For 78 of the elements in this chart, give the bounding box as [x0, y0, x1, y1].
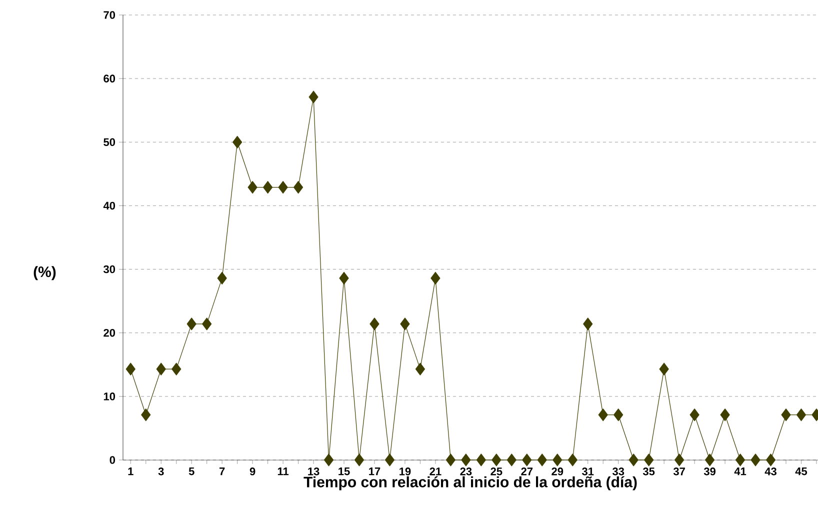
point — [552, 454, 562, 466]
x-tick-label: 15 — [338, 468, 350, 476]
point — [141, 408, 151, 422]
x-tick-label: 43 — [764, 468, 776, 476]
y-tick-label: 60 — [104, 74, 116, 82]
point — [232, 136, 242, 148]
x-tick-label: 7 — [219, 468, 225, 476]
y-axis-title: (%) — [34, 266, 56, 280]
y-tick-label: 20 — [104, 328, 116, 337]
point — [430, 272, 440, 284]
x-tick-label: 31 — [582, 468, 594, 476]
point — [339, 272, 349, 284]
y-tick-label: 10 — [104, 392, 116, 400]
x-tick-label: 23 — [460, 468, 472, 476]
point — [750, 454, 760, 466]
x-tick-label: 41 — [734, 468, 746, 476]
x-tick-label: 27 — [521, 468, 533, 476]
x-tick-label: 17 — [369, 468, 380, 476]
point — [202, 318, 212, 330]
point — [217, 272, 227, 284]
point — [644, 454, 654, 466]
point — [659, 362, 669, 376]
point — [446, 454, 456, 466]
point — [476, 454, 486, 466]
x-tick-label: 11 — [278, 468, 289, 476]
point — [262, 180, 273, 194]
point — [766, 454, 776, 466]
point — [278, 180, 288, 194]
point — [537, 454, 547, 466]
y-tick-label: 40 — [103, 202, 116, 210]
point — [735, 454, 746, 466]
point — [172, 362, 182, 376]
point — [400, 318, 410, 330]
point — [492, 454, 502, 466]
point — [796, 408, 806, 422]
point — [522, 454, 532, 466]
x-tick-label: 1 — [128, 468, 134, 476]
point — [126, 362, 136, 376]
x-tick-label: 5 — [188, 468, 194, 476]
point — [704, 454, 715, 466]
x-tick-label: 39 — [704, 468, 716, 476]
point — [583, 318, 593, 330]
x-axis-title: Tiempo con relación al inicio de la ordeña (día) — [304, 476, 637, 490]
point — [156, 362, 166, 376]
y-tick-label: 30 — [103, 265, 116, 274]
y-tick-label: 0 — [110, 456, 116, 464]
y-tick-label: 70 — [104, 11, 116, 19]
x-tick-label: 37 — [673, 468, 685, 476]
point — [461, 454, 471, 466]
point — [674, 454, 684, 466]
x-tick-label: 35 — [642, 468, 655, 476]
x-tick-label: 19 — [400, 468, 411, 476]
point — [354, 454, 364, 466]
point — [781, 408, 791, 422]
point — [324, 454, 334, 466]
x-tick-label: 45 — [795, 468, 808, 476]
point — [384, 454, 395, 466]
y-tick-label: 50 — [104, 138, 116, 146]
point — [568, 454, 578, 466]
point — [690, 408, 700, 422]
x-tick-label: 13 — [308, 468, 320, 476]
x-tick-label: 21 — [430, 468, 442, 476]
point — [598, 408, 608, 422]
point — [186, 318, 196, 330]
x-tick-label: 33 — [612, 468, 624, 476]
point — [293, 180, 304, 194]
point — [248, 180, 258, 194]
point — [506, 454, 516, 466]
point — [720, 408, 730, 422]
point — [628, 454, 638, 466]
x-tick-label: 9 — [250, 468, 256, 476]
point — [308, 90, 318, 104]
point — [614, 408, 624, 422]
x-tick-label: 29 — [552, 468, 564, 476]
point — [370, 318, 380, 330]
point — [415, 362, 426, 376]
x-tick-label: 3 — [158, 468, 164, 476]
x-tick-label: 25 — [490, 468, 502, 476]
